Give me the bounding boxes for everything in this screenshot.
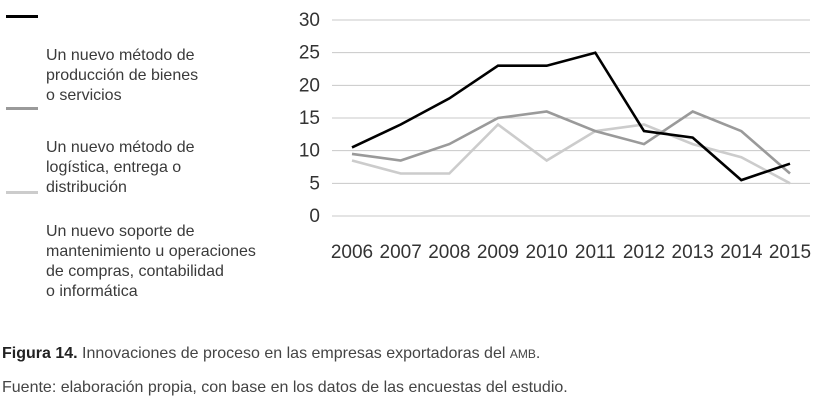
legend-swatch-production <box>6 15 38 18</box>
x-tick-label: 2015 <box>769 242 811 263</box>
x-tick-label: 2008 <box>428 242 470 263</box>
legend-entry-logistics: Un nuevo método de logística, entrega o … <box>4 98 195 198</box>
y-tick-label: 0 <box>309 206 320 227</box>
figure-caption-abbr: AMB <box>509 347 536 361</box>
x-tick-label: 2014 <box>720 242 763 263</box>
figure-caption: Figura 14. Innovaciones de proceso en la… <box>2 344 540 364</box>
y-tick-label: 20 <box>299 75 320 96</box>
series-line-2 <box>351 122 791 185</box>
legend-label-logistics: Un nuevo método de logística, entrega o … <box>46 139 195 196</box>
series-line-0 <box>351 51 791 182</box>
figure-source: Fuente: elaboración propia, con base en … <box>2 379 568 396</box>
series-line-1 <box>351 110 791 175</box>
x-tick-label: 2013 <box>672 242 714 263</box>
x-tick-label: 2011 <box>575 242 616 263</box>
x-tick-label: 2006 <box>331 242 373 263</box>
x-tick-label: 2007 <box>380 242 422 263</box>
x-axis-ticks: 2006 2007 2008 2009 2010 2011 2012 2013 2014 2015 <box>331 242 811 263</box>
legend-entry-support: Un nuevo soporte de mantenimiento u oper… <box>4 182 256 302</box>
legend-swatch-logistics <box>6 107 38 110</box>
y-tick-label: 15 <box>299 108 320 129</box>
legend-entry-production: Un nuevo método de producción de bienes … <box>4 6 198 106</box>
series-lines <box>351 51 791 185</box>
figure-caption-end: . <box>535 345 541 362</box>
y-tick-label: 10 <box>299 141 320 162</box>
gridlines <box>332 19 810 217</box>
legend-label-production: Un nuevo método de producción de bienes … <box>46 47 199 104</box>
figure-caption-label: Figura 14. <box>2 345 78 362</box>
x-tick-label: 2012 <box>623 242 665 263</box>
x-tick-label: 2009 <box>477 242 519 263</box>
y-tick-label: 30 <box>299 10 320 31</box>
y-tick-label: 5 <box>309 173 320 194</box>
figure-caption-text: Innovaciones de proceso en las empresas … <box>77 345 510 362</box>
legend-label-support: Un nuevo soporte de mantenimiento u oper… <box>46 223 256 300</box>
y-axis-ticks: 0 5 10 15 20 25 30 <box>299 10 320 227</box>
legend-swatch-support <box>6 191 38 194</box>
x-tick-label: 2010 <box>526 242 568 263</box>
y-tick-label: 25 <box>299 43 320 64</box>
